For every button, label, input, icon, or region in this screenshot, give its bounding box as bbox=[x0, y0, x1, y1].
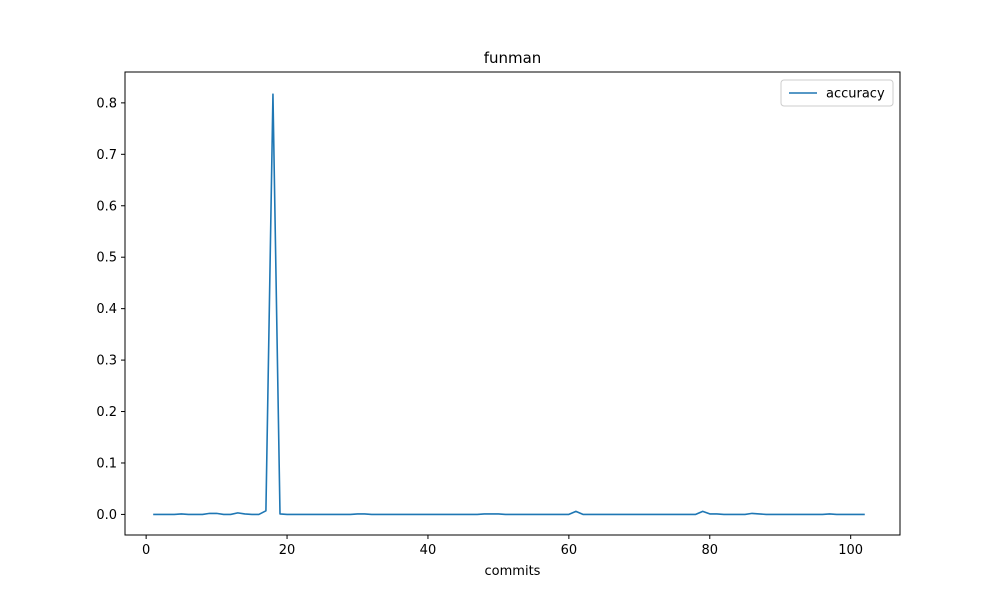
legend-box bbox=[780, 79, 894, 107]
x-axis-label: commits bbox=[485, 564, 541, 579]
y-tick-label: 0.7 bbox=[96, 148, 117, 163]
chart-title: funman bbox=[484, 49, 542, 67]
x-tick-label: 0 bbox=[142, 543, 150, 558]
y-tick-label: 0.3 bbox=[96, 354, 117, 369]
y-tick-label: 0.0 bbox=[96, 508, 117, 523]
y-tick-label: 0.4 bbox=[96, 302, 117, 317]
series-line-accuracy bbox=[153, 93, 865, 516]
x-tick-label: 40 bbox=[420, 543, 437, 558]
x-tick-label: 20 bbox=[279, 543, 296, 558]
plot-area: 0 20 40 60 80 100 0.0 0.1 0.2 0.3 0.4 0.5 0.6 0.7 0.8 bbox=[96, 71, 901, 558]
x-tick-label: 80 bbox=[701, 543, 718, 558]
plot-frame bbox=[124, 71, 901, 536]
legend: accuracy bbox=[780, 79, 894, 107]
legend-label-accuracy: accuracy bbox=[826, 87, 885, 102]
y-tick-label: 0.5 bbox=[96, 251, 117, 266]
y-tick-label: 0.2 bbox=[96, 405, 117, 420]
y-tick-label: 0.1 bbox=[96, 456, 117, 471]
plot-background bbox=[125, 72, 900, 535]
y-tick-label: 0.8 bbox=[96, 96, 117, 111]
x-tick-label: 60 bbox=[561, 543, 578, 558]
y-tick-label: 0.6 bbox=[96, 199, 117, 214]
x-tick-label: 100 bbox=[838, 543, 863, 558]
